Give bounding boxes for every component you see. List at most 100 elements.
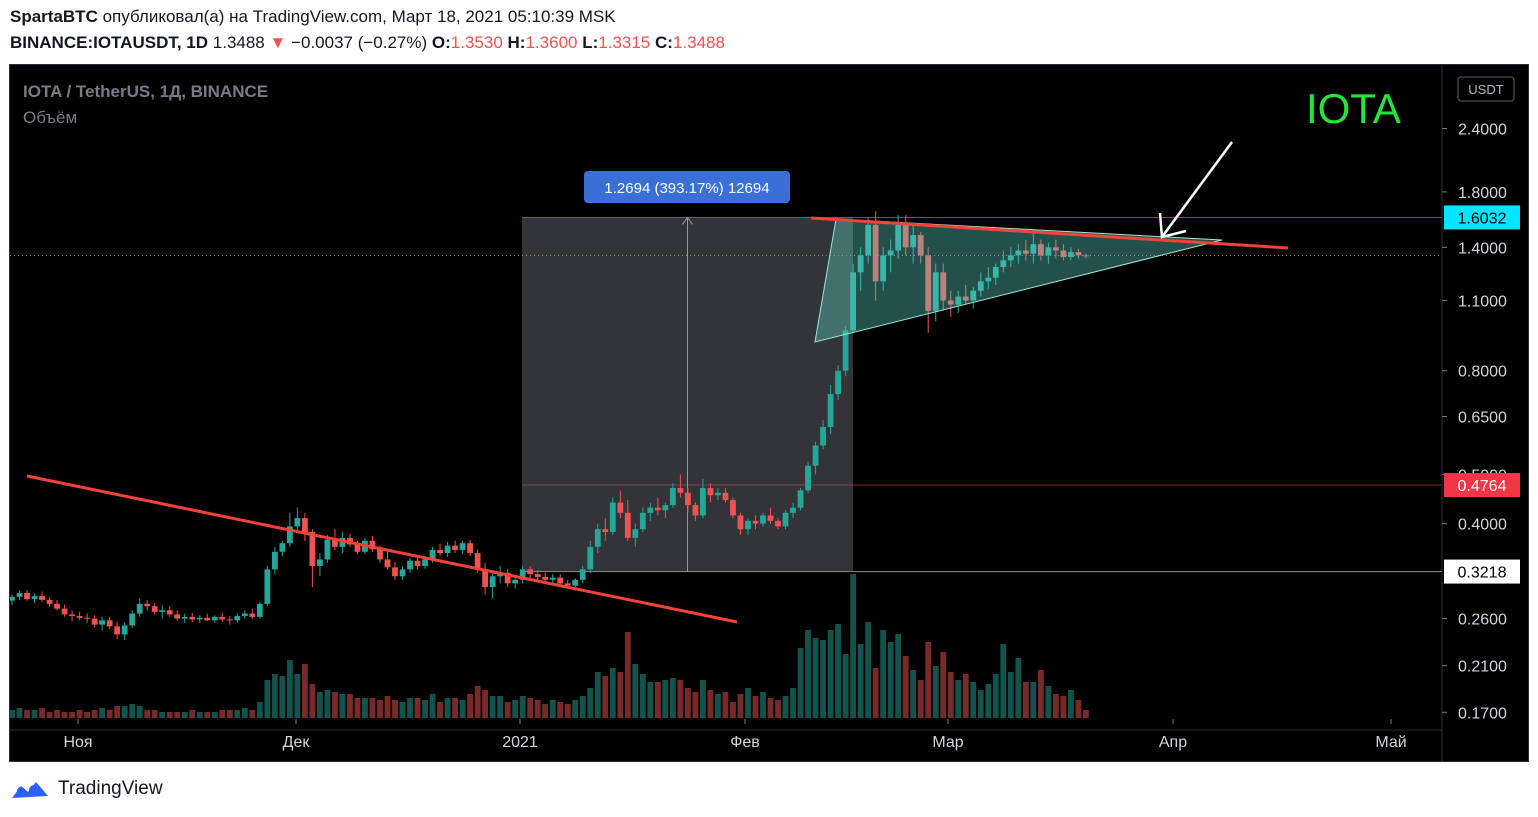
candle-body <box>594 529 601 547</box>
close-label: C: <box>655 33 673 52</box>
annotation-arrow <box>1160 141 1234 238</box>
candle-body <box>1052 247 1059 251</box>
candle-body <box>910 235 917 248</box>
volume-bar <box>962 674 969 718</box>
candle-body <box>812 445 819 466</box>
candle-body <box>775 520 781 527</box>
volume-bar <box>256 702 263 718</box>
volume-bar <box>151 710 158 718</box>
volume-bar <box>354 698 361 718</box>
low-label: L: <box>582 33 599 52</box>
candle-body <box>332 539 338 547</box>
volume-bar <box>204 712 211 718</box>
volume-bar <box>917 680 924 718</box>
candle-body <box>226 619 233 621</box>
volume-bar <box>609 668 616 718</box>
candle-body <box>489 576 496 588</box>
volume-bar <box>294 674 301 718</box>
candle-body <box>917 235 924 256</box>
volume-bar <box>895 634 902 718</box>
price-axis[interactable]: USDT 2.4000 1.8000 1.4000 1.1000 0.8000 0.6500… <box>1441 65 1520 761</box>
price-tick-label: 1.8000 <box>1458 185 1507 202</box>
candle-body <box>1022 250 1029 254</box>
volume-bar <box>1075 700 1082 718</box>
time-tick-label: Апр <box>1159 734 1187 751</box>
candle-body <box>271 551 278 570</box>
volume-bar <box>669 678 676 718</box>
chart-title: IOTA / TetherUS, 1Д, BINANCE <box>23 82 268 101</box>
volume-bar <box>16 708 23 718</box>
volume-bar <box>527 698 534 718</box>
volume-bar <box>467 694 474 718</box>
volume-bar <box>564 704 571 718</box>
volume-bar <box>737 694 744 718</box>
time-tick-label: Фев <box>730 734 760 751</box>
time-tick-label: Дек <box>283 734 311 751</box>
candle-body <box>76 616 83 618</box>
price-marker-label: 0.4764 <box>1458 478 1507 495</box>
volume-bar <box>872 668 879 718</box>
volume-bar <box>557 702 564 718</box>
candle-body <box>174 614 181 619</box>
volume-bar <box>136 706 143 718</box>
candle-body <box>10 596 15 601</box>
candle-body <box>211 616 218 621</box>
volume-bar <box>692 692 699 718</box>
candle-body <box>54 603 60 609</box>
high-value: 1.3600 <box>525 33 578 52</box>
time-axis[interactable]: Ноя Дек 2021 Фев Мар Апр Май <box>10 719 1442 751</box>
candles-layer <box>10 211 1089 640</box>
volume-bar <box>790 688 796 718</box>
candle-body <box>106 620 113 627</box>
volume-bar <box>211 712 218 718</box>
high-label: H: <box>507 33 526 52</box>
volume-bar <box>850 574 857 718</box>
candle-body <box>835 370 841 394</box>
candle-body <box>234 616 241 621</box>
candle-body <box>512 579 519 584</box>
candle-body <box>286 526 293 544</box>
volume-bar <box>587 688 594 718</box>
volume-bar <box>174 712 181 718</box>
candle-body <box>121 625 128 635</box>
price-marker-label: 0.3218 <box>1458 565 1507 582</box>
candle-body <box>602 529 609 533</box>
candle-body <box>977 281 984 291</box>
last-price: 1.3488 <box>212 33 265 52</box>
volume-bar <box>144 710 151 718</box>
volume-bar <box>159 712 166 718</box>
price-tick-label: 0.8000 <box>1458 364 1507 381</box>
candle-body <box>947 300 954 305</box>
volume-bar <box>519 696 526 718</box>
price-chart[interactable]: 1.2694 (393.17%) 12694 USDT 2.4000 1.8000 1… <box>10 65 1528 761</box>
publish-info: SpartaBTC опубликовал(а) на TradingView.… <box>10 7 616 27</box>
candle-body <box>407 560 413 570</box>
candle-body <box>46 599 53 604</box>
candle-body <box>31 596 38 600</box>
candle-body <box>932 272 939 311</box>
candle-body <box>557 577 564 584</box>
candle-body <box>685 492 691 506</box>
candle-body <box>196 617 203 620</box>
volume-bar <box>474 686 481 718</box>
price-tick-label: 0.2600 <box>1458 612 1507 629</box>
volume-bar <box>572 700 579 718</box>
candle-body <box>662 505 669 511</box>
candle-body <box>241 613 248 617</box>
candle-body <box>84 617 90 619</box>
volume-bar <box>332 692 338 718</box>
volume-bar <box>639 674 646 718</box>
volume-bar <box>842 654 849 718</box>
volume-bar <box>534 700 541 718</box>
volume-bar <box>835 624 841 718</box>
candle-body <box>249 613 256 617</box>
candle-body <box>1000 260 1007 268</box>
volume-bar <box>865 622 872 718</box>
author-name[interactable]: SpartaBTC <box>10 7 98 26</box>
volume-bar <box>369 698 376 718</box>
candle-body <box>857 255 864 273</box>
close-value: 1.3488 <box>672 33 725 52</box>
volume-bar <box>399 702 406 718</box>
volume-bar <box>797 648 804 718</box>
price-marker-box <box>1444 559 1520 584</box>
